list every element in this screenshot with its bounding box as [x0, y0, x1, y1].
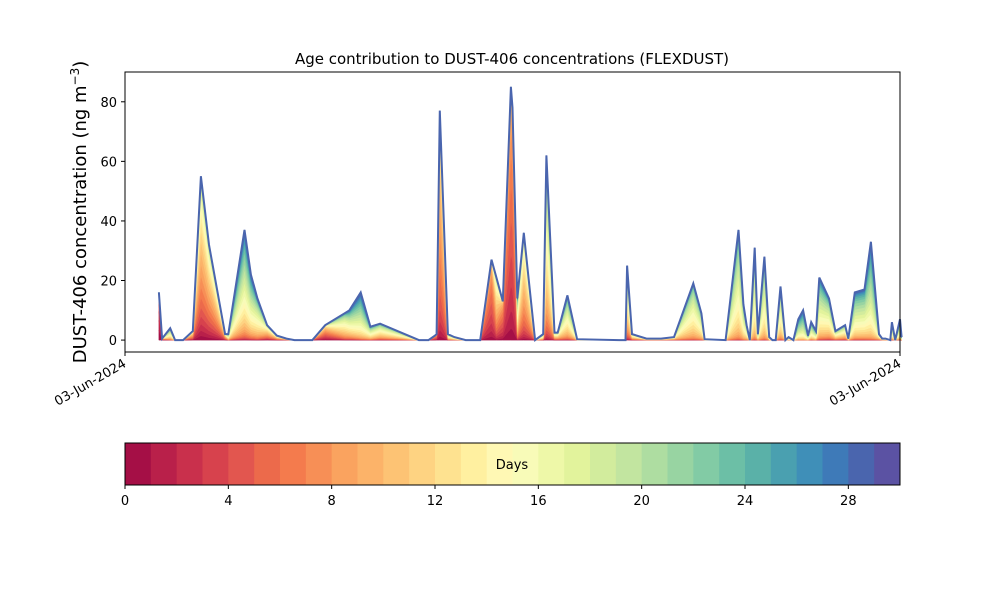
chart-title: Age contribution to DUST-406 concentrati…: [295, 50, 729, 68]
colorbar-tick-label: 16: [530, 494, 547, 509]
colorbar-bin-5: [254, 443, 281, 485]
colorbar-tick-label: 12: [427, 494, 444, 509]
colorbar-bin-22: [693, 443, 720, 485]
colorbar-bin-26: [796, 443, 823, 485]
total-outline: [157, 86, 903, 343]
colorbar-tick-label: 4: [224, 494, 232, 509]
colorbar-tick-label: 0: [121, 494, 129, 509]
x-tick-label: 03-Jun-2024: [827, 356, 904, 409]
colorbar-bin-10: [383, 443, 410, 485]
colorbar-bin-12: [435, 443, 462, 485]
y-axis-label: DUST-406 concentration (ng m−3): [68, 61, 91, 364]
colorbar-bin-19: [615, 443, 643, 485]
colorbar-bin-11: [409, 443, 436, 485]
y-tick-label: 40: [100, 215, 117, 230]
y-tick-label: 0: [109, 334, 117, 349]
x-axis-ticks: 03-Jun-2024 03-Jun-2024: [52, 352, 904, 409]
y-axis-label-close: ): [70, 61, 91, 68]
colorbar-bin-14: [486, 443, 513, 485]
colorbar-bin-17: [564, 443, 591, 485]
colorbar-bin-18: [590, 443, 617, 485]
x-tick-label: 03-Jun-2024: [52, 356, 129, 409]
colorbar-bin-28: [848, 443, 875, 485]
y-tick-label: 60: [100, 155, 117, 170]
y-axis-label-main: DUST-406 concentration (ng m: [70, 85, 91, 363]
colorbar-bin-24: [745, 443, 772, 485]
colorbar-bin-16: [538, 443, 565, 485]
colorbar-bin-13: [460, 443, 488, 485]
colorbar-label: Days: [496, 458, 529, 473]
y-axis-label-superscript: −3: [68, 68, 82, 86]
colorbar-bin-25: [770, 443, 798, 485]
colorbar-bin-27: [822, 443, 849, 485]
colorbar-tick-label: 8: [328, 494, 336, 509]
colorbar-bin-20: [641, 443, 668, 485]
colorbar-bin-6: [280, 443, 307, 485]
y-tick-label: 20: [100, 275, 117, 290]
y-axis-ticks: 0 20 40 60 80: [100, 96, 125, 349]
colorbar-bin-7: [305, 443, 333, 485]
colorbar-bin-3: [202, 443, 229, 485]
colorbar-bin-23: [719, 443, 746, 485]
colorbar-bin-8: [331, 443, 358, 485]
colorbar-bin-15: [512, 443, 539, 485]
colorbar: [125, 443, 901, 485]
colorbar-tick-label: 24: [737, 494, 754, 509]
colorbar-bin-1: [150, 443, 178, 485]
plot-frame: [124, 71, 901, 353]
colorbar-bin-0: [125, 443, 152, 485]
colorbar-bin-21: [667, 443, 694, 485]
colorbar-ticks: 0 4 8 12 16 20 24 28: [121, 485, 857, 509]
colorbar-frame: [124, 442, 901, 486]
colorbar-bin-29: [874, 443, 901, 485]
colorbar-tick-label: 20: [633, 494, 650, 509]
colorbar-bin-9: [357, 443, 384, 485]
colorbar-tick-label: 28: [840, 494, 857, 509]
colorbar-bin-2: [176, 443, 203, 485]
colorbar-bin-4: [228, 443, 255, 485]
y-tick-label: 80: [100, 96, 117, 111]
